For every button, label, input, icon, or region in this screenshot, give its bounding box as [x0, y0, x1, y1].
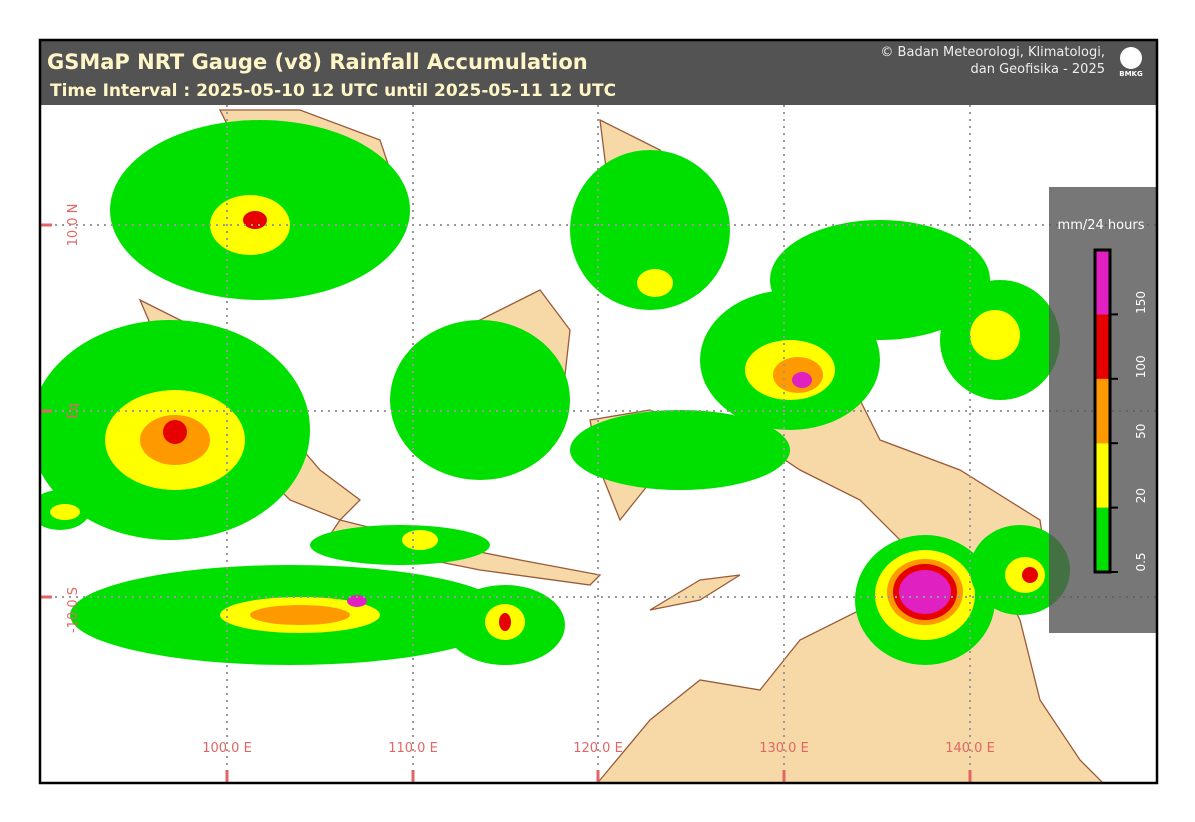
- map-area: 100.0 E 110.0 E 120.0 E 130.0 E 140.0 E …: [41, 41, 1156, 782]
- lat-label: -10.0 S: [66, 587, 81, 633]
- colorbar-segment: [1095, 250, 1110, 315]
- colorbar-tick-label: 0.5: [1134, 552, 1148, 571]
- colorbar-tick-label: 50: [1134, 424, 1148, 439]
- legend-unit: mm/24 hours: [1058, 218, 1145, 233]
- credit: dan Geofisika - 2025: [971, 62, 1106, 77]
- axis-ticks: [41, 223, 972, 782]
- header-band: [41, 41, 1156, 105]
- colorbar-segment: [1095, 314, 1110, 379]
- frame: [38, 38, 1159, 785]
- lon-label: 130.0 E: [759, 741, 809, 756]
- credit: © Badan Meteorologi, Klimatologi,: [880, 45, 1105, 60]
- lon-label: 140.0 E: [945, 741, 995, 756]
- colorbar-tick-label: 100: [1134, 355, 1148, 378]
- subtitle: Time Interval : 2025-05-10 12 UTC until …: [50, 81, 616, 101]
- lon-label: 100.0 E: [202, 741, 252, 756]
- colorbar-segment: [1095, 443, 1110, 508]
- title: GSMaP NRT Gauge (v8) Rainfall Accumulati…: [47, 50, 588, 74]
- lat-label: 10.0 N: [66, 204, 81, 247]
- colorbar-tick-label: 150: [1134, 291, 1148, 314]
- colorbar-tick-label: 20: [1134, 488, 1148, 503]
- lon-label: 120.0 E: [573, 741, 623, 756]
- colorbar-segment: [1095, 378, 1110, 444]
- lat-label: Eq: [66, 403, 81, 419]
- rainfall-field: [41, 120, 1070, 665]
- logo-text: BMKG: [1119, 70, 1143, 78]
- colorbar-outline: [1093, 248, 1112, 574]
- lon-label: 110.0 E: [388, 741, 438, 756]
- colorbar-segment: [1095, 507, 1110, 572]
- logo-icon: [1120, 47, 1142, 69]
- legend: mm/24 hours 0.5 20 50 100 150: [1049, 187, 1156, 633]
- graticule: [41, 105, 1156, 782]
